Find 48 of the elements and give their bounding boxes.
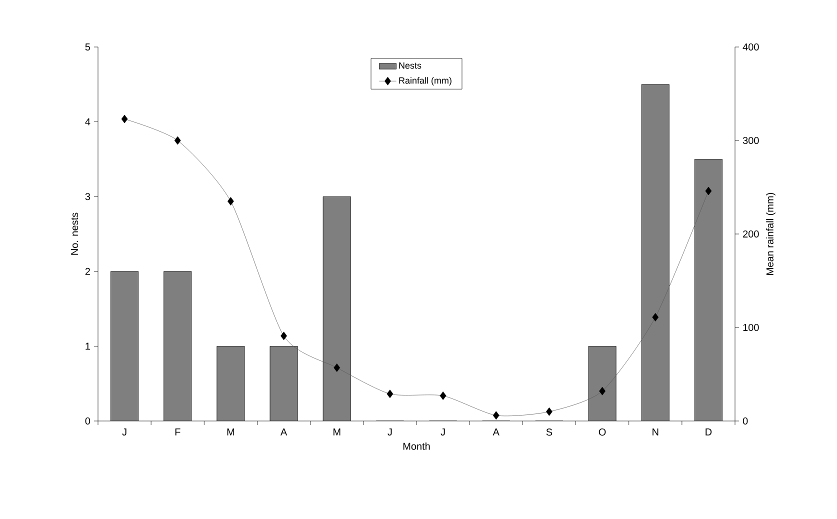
y-tick-label: 1 xyxy=(86,342,90,350)
y-tick-label: 0 xyxy=(85,417,90,425)
x-tick-label: O xyxy=(598,428,606,436)
bar xyxy=(642,84,670,421)
x-tick-label: F xyxy=(175,428,180,436)
bar xyxy=(164,271,192,421)
y2-tick-label: 400 xyxy=(742,43,759,51)
x-tick-label: M xyxy=(334,428,340,436)
x-tick-label: M xyxy=(227,428,234,436)
x-axis-title: Month xyxy=(403,442,430,450)
point xyxy=(705,186,712,196)
bar xyxy=(216,346,245,421)
point xyxy=(652,313,659,322)
bar xyxy=(110,271,138,421)
bar xyxy=(323,196,351,421)
y-tick-label: 4 xyxy=(85,118,90,126)
x-tick-label: N xyxy=(652,428,658,436)
x-tick-label: D xyxy=(706,428,712,436)
y2-tick-label: 100 xyxy=(743,324,759,332)
y2-axis-title: Mean rainfall (mm) xyxy=(766,192,776,275)
x-tick-label: J xyxy=(440,428,445,436)
y2-tick-label: 200 xyxy=(743,230,759,238)
y-axis-title: No. nests xyxy=(71,212,78,255)
point xyxy=(492,411,500,420)
legend-label: Nests xyxy=(399,62,422,69)
point xyxy=(386,390,394,398)
y-tick-label: 3 xyxy=(85,193,90,200)
bar xyxy=(270,346,298,421)
y2-tick-label: 0 xyxy=(742,417,748,425)
x-tick-label: J xyxy=(122,428,126,436)
y-tick-label: 2 xyxy=(85,268,90,275)
bar xyxy=(588,346,616,421)
bar xyxy=(694,159,722,421)
x-tick-label: J xyxy=(388,428,392,436)
y-tick-label: 5 xyxy=(85,44,90,50)
point xyxy=(228,197,234,206)
x-tick-label: S xyxy=(546,428,552,436)
point xyxy=(546,407,552,416)
point xyxy=(440,392,446,400)
point xyxy=(174,136,181,145)
point xyxy=(334,364,340,372)
x-tick-label: A xyxy=(280,428,288,436)
point xyxy=(121,114,128,124)
point xyxy=(599,386,606,396)
point xyxy=(280,332,287,340)
legend-label: Rainfall (mm) xyxy=(399,77,452,86)
x-tick-label: A xyxy=(492,428,500,436)
y2-tick-label: 300 xyxy=(742,136,759,144)
